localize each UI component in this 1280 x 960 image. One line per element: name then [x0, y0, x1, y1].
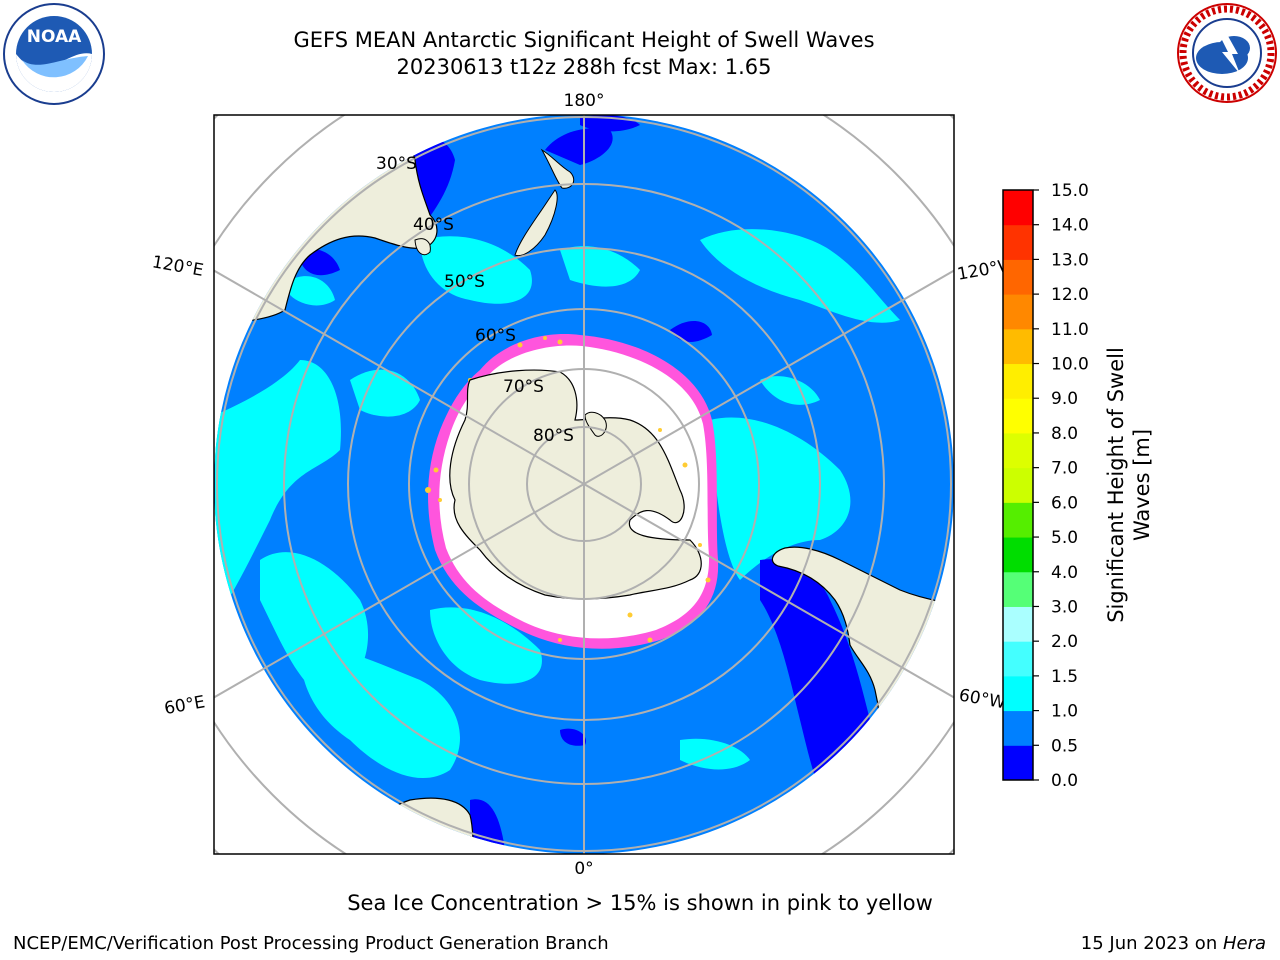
lon-label-60e: 60°E	[163, 692, 207, 719]
lon-label-120e: 120°E	[151, 252, 205, 281]
colorbar: 0.0 0.5 1.0 1.5 2.0 3.0 4.0 5.0 6.0 7.0 8.0 9.0 10.0…	[1002, 181, 1089, 791]
colorbar-segment	[1003, 710, 1033, 746]
longitude-grid	[214, 115, 954, 854]
colorbar-tick-label: 3.0	[1051, 597, 1078, 617]
colorbar-segment	[1003, 537, 1033, 573]
lat-label-30s: 30°S	[376, 154, 417, 174]
colorbar-tick-label: 13.0	[1051, 250, 1089, 270]
lat-label-40s: 40°S	[413, 215, 454, 235]
colorbar-tick-label: 8.0	[1051, 424, 1078, 444]
colorbar-tick-label: 6.0	[1051, 493, 1078, 513]
chart-title: GEFS MEAN Antarctic Significant Height o…	[293, 28, 875, 52]
credit-right: 15 Jun 2023 on Hera	[1081, 933, 1266, 954]
colorbar-tick-label: 1.5	[1051, 667, 1078, 687]
colorbar-segment	[1003, 328, 1033, 365]
lat-label-80s: 80°S	[533, 426, 574, 446]
colorbar-tick-label: 12.0	[1051, 285, 1089, 305]
lon-label-60w: 60°W	[957, 685, 1007, 713]
colorbar-segment	[1003, 190, 1033, 226]
colorbar-segment	[1003, 675, 1033, 712]
colorbar-tick-label: 1.0	[1051, 702, 1078, 722]
colorbar-tick-label: 14.0	[1051, 216, 1089, 236]
credit-date: 15 Jun 2023 on	[1080, 933, 1223, 954]
colorbar-segment	[1003, 502, 1033, 538]
colorbar-segment	[1003, 606, 1033, 642]
colorbar-tick-label: 0.5	[1051, 736, 1078, 756]
colorbar-segment	[1003, 398, 1033, 434]
nws-logo	[1177, 3, 1277, 103]
colorbar-label-line2: Waves [m]	[1130, 429, 1154, 541]
colorbar-segment	[1003, 363, 1033, 399]
credit-host: Hera	[1222, 933, 1266, 954]
colorbar-segment	[1003, 259, 1033, 295]
lon-label-0: 0°	[574, 859, 593, 879]
colorbar-segment	[1003, 294, 1033, 330]
colorbar-segment	[1003, 745, 1033, 781]
chart-subtitle: 20230613 t12z 288h fcst Max: 1.65	[396, 55, 772, 79]
colorbar-segment	[1003, 432, 1033, 469]
lon-label-180: 180°	[564, 91, 605, 111]
colorbar-segment	[1003, 224, 1033, 260]
credit-left: NCEP/EMC/Verification Post Processing Pr…	[13, 933, 609, 954]
colorbar-tick-label: 2.0	[1051, 632, 1078, 652]
land-tasmania	[414, 238, 431, 256]
noaa-logo: NOAA	[3, 3, 105, 105]
colorbar-tick-label: 7.0	[1051, 459, 1078, 479]
land-new-zealand-south	[514, 189, 558, 257]
lat-label-60s: 60°S	[475, 326, 516, 346]
sea-ice-note: Sea Ice Concentration > 15% is shown in …	[347, 891, 933, 915]
noaa-logo-text: NOAA	[27, 27, 82, 47]
colorbar-tick-label: 5.0	[1051, 528, 1078, 548]
colorbar-tick-label: 10.0	[1051, 355, 1089, 375]
map-frame	[213, 114, 955, 855]
colorbar-label-line1: Significant Height of Swell	[1104, 347, 1128, 623]
colorbar-tick-label: 9.0	[1051, 389, 1078, 409]
lat-label-50s: 50°S	[444, 272, 485, 292]
colorbar-tick-label: 11.0	[1051, 320, 1089, 340]
colorbar-tick-label: 15.0	[1051, 181, 1089, 201]
colorbar-segment	[1003, 641, 1033, 677]
colorbar-segment	[1003, 571, 1033, 607]
colorbar-segment	[1003, 467, 1033, 503]
colorbar-tick-label: 4.0	[1051, 563, 1078, 583]
lat-label-70s: 70°S	[503, 377, 544, 397]
colorbar-tick-label: 0.0	[1051, 771, 1078, 791]
colorbar-frame	[1002, 189, 1034, 781]
